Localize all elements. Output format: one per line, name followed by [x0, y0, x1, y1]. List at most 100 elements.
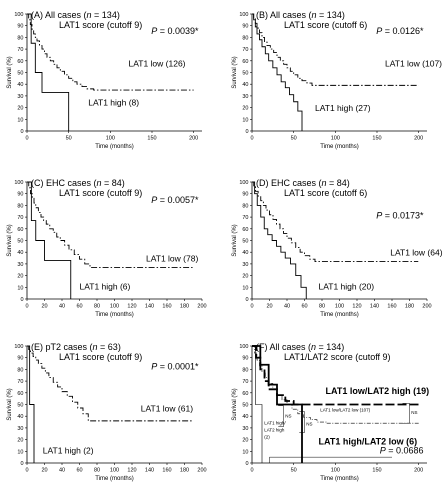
header-part: = 134) [317, 10, 345, 20]
panel-letter: (C) [31, 178, 46, 188]
y-tick-label: 20 [242, 438, 248, 444]
x-tick-label: 200 [197, 468, 206, 474]
p-number: = 0.0039* [157, 26, 199, 36]
series-label: LAT1 high (2) [43, 446, 94, 456]
y-tick-label: 60 [17, 227, 23, 233]
y-axis-label: Survival (%) [232, 388, 238, 420]
x-tick-label: 20 [41, 304, 47, 310]
x-tick-label: 80 [319, 304, 325, 310]
x-tick-label: 140 [145, 468, 154, 474]
x-tick-label: 60 [76, 304, 82, 310]
y-tick-label: 100 [14, 180, 23, 186]
y-tick-label: 10 [242, 117, 248, 123]
km-curve-1 [252, 345, 419, 406]
x-tick-label: 0 [250, 468, 253, 474]
y-tick-label: 80 [242, 367, 248, 373]
x-tick-label: 120 [352, 304, 361, 310]
y-tick-label: 80 [17, 203, 23, 209]
y-tick-label: 20 [17, 106, 23, 112]
x-tick-label: 140 [370, 304, 379, 310]
panel-letter: (D) [256, 178, 271, 188]
y-axis-label: Survival (%) [232, 56, 238, 88]
y-tick-label: 30 [17, 426, 23, 432]
y-tick-label: 70 [17, 379, 23, 385]
y-tick-label: 0 [20, 297, 23, 303]
p-number: = 0.0126* [382, 26, 424, 36]
series-label: LAT1 low (61) [141, 404, 193, 414]
x-axis-label: Time (months) [95, 144, 133, 150]
chart-panel-3: 0 10 20 30 40 50 60 70 80 90 100 0 20 40 60 80 100 120 140… [7, 178, 207, 318]
x-tick-label: 100 [331, 468, 340, 474]
km-curve-1 [252, 13, 419, 86]
p-value: P = 0.0001* [151, 361, 199, 371]
x-axis-label: Time (months) [320, 476, 358, 482]
km-curve-1 [27, 345, 194, 422]
x-tick-label: 80 [94, 468, 100, 474]
panel-letter: (B) [256, 10, 270, 20]
header-part: = 84) [327, 178, 350, 188]
panel-subheader: LAT1 score (cutoff 9) [59, 188, 142, 198]
header-part: EHC cases ( [271, 178, 322, 188]
series-label: LAT1 high (27) [315, 103, 371, 113]
header-part: = 84) [102, 178, 125, 188]
km-curve-1 [27, 13, 194, 91]
y-tick-label: 50 [242, 71, 248, 77]
chart-panel-6: 0 10 20 30 40 50 60 70 80 90 100 0 50 100 150 200 Time (… [232, 342, 429, 482]
y-tick-label: 80 [242, 203, 248, 209]
x-axis-label: Time (months) [95, 312, 133, 318]
y-tick-label: 40 [17, 414, 23, 420]
header-n: n [93, 342, 98, 352]
y-tick-label: 100 [14, 344, 23, 350]
header-n: n [97, 178, 102, 188]
chart-panel-5: 0 10 20 30 40 50 60 70 80 90 100 0 20 40 60 80 100 120 140… [7, 342, 207, 482]
x-tick-label: 0 [25, 468, 28, 474]
y-tick-label: 50 [17, 239, 23, 245]
p-number: = 0.0001* [157, 361, 199, 371]
header-n: n [311, 342, 316, 352]
y-tick-label: 40 [242, 414, 248, 420]
y-tick-label: 20 [242, 274, 248, 280]
y-tick-label: 80 [17, 367, 23, 373]
x-tick-label: 120 [127, 304, 136, 310]
p-symbol: P [151, 26, 157, 36]
p-number: = 0.0057* [157, 195, 199, 205]
km-curve-2 [27, 13, 70, 131]
ns-bracket [278, 405, 284, 427]
p-symbol: P [151, 195, 157, 205]
y-tick-label: 10 [242, 449, 248, 455]
series-label: (2) [264, 434, 270, 439]
x-axis-label: Time (months) [320, 144, 358, 150]
panel-subheader: LAT1/LAT2 score (cutoff 9) [284, 352, 391, 362]
header-n: n [312, 10, 317, 20]
y-tick-label: 90 [17, 24, 23, 30]
header-n: n [322, 178, 327, 188]
series-label: LAT1 low/LAT2 high (19) [326, 386, 430, 396]
x-tick-label: 0 [250, 304, 253, 310]
header-part: All cases ( [45, 10, 87, 20]
x-tick-label: 80 [94, 304, 100, 310]
x-tick-label: 100 [335, 304, 344, 310]
y-tick-label: 60 [17, 59, 23, 65]
x-tick-label: 180 [180, 304, 189, 310]
p-symbol: P [151, 361, 157, 371]
p-symbol: P [376, 26, 382, 36]
header-part: = 134) [92, 10, 120, 20]
p-value-leader [269, 456, 392, 463]
chart-panel-1: 0 10 20 30 40 50 60 70 80 90 100 0 50 100 150 200 Time (… [7, 10, 202, 150]
panel-header: (A) All cases (n = 134) [31, 10, 120, 20]
y-tick-label: 70 [242, 379, 248, 385]
y-tick-label: 20 [17, 274, 23, 280]
series-label: LAT1 high/ [264, 420, 286, 425]
header-part: All cases ( [270, 342, 312, 352]
y-tick-label: 0 [245, 129, 248, 135]
header-n: n [87, 10, 92, 20]
y-tick-label: 90 [242, 192, 248, 198]
panel-header: (F) All cases (n = 134) [256, 342, 344, 352]
y-tick-label: 50 [242, 239, 248, 245]
p-value: P = 0.0039* [151, 26, 199, 36]
x-tick-label: 140 [145, 304, 154, 310]
series-label: LAT1 low (126) [129, 59, 186, 69]
y-tick-label: 70 [242, 47, 248, 53]
y-axis-label: Survival (%) [232, 224, 238, 256]
x-tick-label: 200 [422, 304, 431, 310]
